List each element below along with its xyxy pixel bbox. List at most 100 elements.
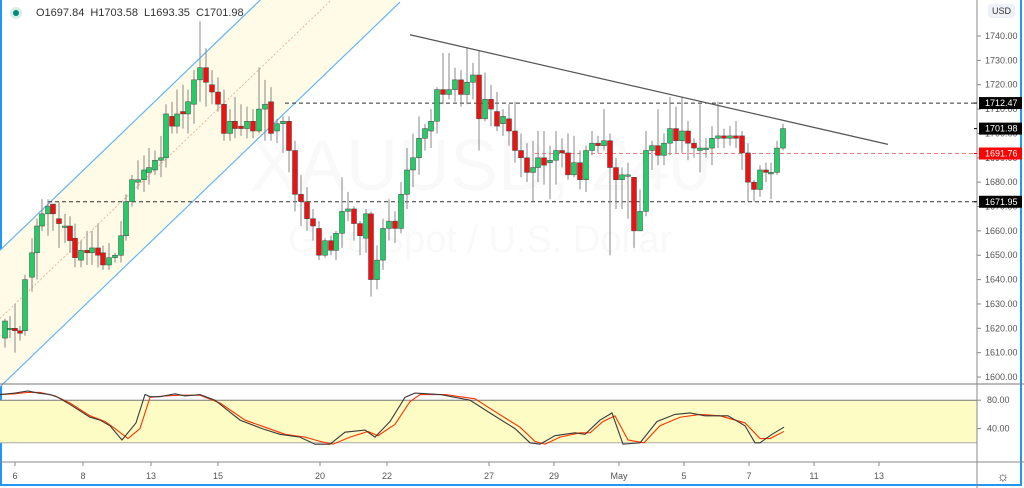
candle[interactable]	[440, 53, 446, 105]
candle[interactable]	[768, 162, 774, 200]
candle[interactable]	[374, 245, 380, 290]
candle[interactable]	[316, 221, 322, 261]
stochastic-pane[interactable]	[0, 383, 1024, 445]
candle[interactable]	[518, 133, 524, 178]
candle[interactable]	[250, 109, 256, 139]
candle[interactable]	[203, 48, 209, 107]
candle[interactable]	[209, 70, 215, 105]
candle[interactable]	[494, 92, 500, 132]
candle[interactable]	[774, 140, 780, 175]
candle[interactable]	[530, 140, 536, 202]
candle[interactable]	[286, 116, 292, 173]
candle[interactable]	[691, 138, 697, 158]
candle[interactable]	[238, 104, 244, 136]
candle[interactable]	[67, 216, 73, 253]
candle[interactable]	[601, 109, 607, 151]
candle[interactable]	[661, 133, 667, 166]
candle[interactable]	[244, 106, 250, 139]
candle[interactable]	[553, 131, 559, 185]
candle[interactable]	[643, 131, 649, 217]
candle[interactable]	[631, 177, 637, 248]
channel-lower-line[interactable]	[0, 1, 401, 388]
candle[interactable]	[280, 116, 286, 153]
candle[interactable]	[380, 218, 386, 270]
candle[interactable]	[123, 194, 129, 241]
candle[interactable]	[464, 48, 470, 105]
candle[interactable]	[232, 96, 238, 139]
candle[interactable]	[667, 96, 673, 156]
candle[interactable]	[163, 104, 169, 168]
candle[interactable]	[72, 223, 78, 268]
candle[interactable]	[476, 50, 482, 151]
candle[interactable]	[446, 53, 452, 100]
candle[interactable]	[589, 131, 595, 156]
candle[interactable]	[100, 245, 106, 270]
stoch-k-line[interactable]	[0, 390, 785, 445]
candle[interactable]	[50, 203, 56, 231]
candle[interactable]	[524, 143, 530, 183]
candle[interactable]	[221, 89, 227, 141]
candle[interactable]	[146, 148, 152, 185]
candle[interactable]	[398, 182, 404, 234]
candle[interactable]	[39, 199, 45, 231]
candle[interactable]	[404, 148, 410, 209]
candle[interactable]	[298, 174, 304, 227]
candle[interactable]	[559, 138, 565, 168]
candle[interactable]	[112, 252, 118, 263]
candle[interactable]	[745, 143, 751, 202]
candle[interactable]	[547, 145, 553, 200]
candle[interactable]	[12, 303, 18, 353]
candle[interactable]	[333, 230, 339, 261]
candle[interactable]	[625, 162, 631, 219]
candle[interactable]	[715, 101, 721, 149]
candle[interactable]	[357, 221, 363, 256]
candle[interactable]	[191, 70, 197, 124]
candle[interactable]	[78, 240, 84, 268]
candle[interactable]	[345, 191, 351, 222]
candle[interactable]	[535, 131, 541, 183]
candle[interactable]	[197, 21, 203, 102]
candle[interactable]	[256, 67, 262, 134]
candle[interactable]	[512, 101, 518, 163]
candle[interactable]	[679, 96, 685, 153]
candle[interactable]	[733, 121, 739, 149]
candle[interactable]	[268, 87, 274, 141]
candle[interactable]	[141, 155, 147, 192]
candle[interactable]	[709, 126, 715, 166]
candle[interactable]	[34, 218, 40, 280]
trendline[interactable]	[409, 34, 889, 146]
candle[interactable]	[95, 223, 101, 268]
candle[interactable]	[649, 140, 655, 170]
candle[interactable]	[577, 150, 583, 190]
candle[interactable]	[422, 123, 428, 151]
candle[interactable]	[158, 135, 164, 178]
candle[interactable]	[458, 70, 464, 107]
candle[interactable]	[215, 77, 221, 112]
candle[interactable]	[685, 121, 691, 161]
candle[interactable]	[571, 135, 577, 178]
candle[interactable]	[29, 238, 35, 292]
candle[interactable]	[727, 126, 733, 146]
candle[interactable]	[470, 62, 476, 100]
currency-button[interactable]: USD	[988, 4, 1015, 18]
candle[interactable]	[452, 67, 458, 102]
candle[interactable]	[22, 274, 28, 336]
candle[interactable]	[619, 167, 625, 209]
candle[interactable]	[607, 133, 613, 256]
candle[interactable]	[763, 162, 769, 183]
candle[interactable]	[500, 109, 506, 136]
candle[interactable]	[56, 201, 62, 248]
candle[interactable]	[339, 177, 345, 248]
series-dot-icon[interactable]	[10, 7, 22, 19]
candle[interactable]	[304, 187, 310, 231]
candle[interactable]	[106, 243, 112, 270]
candle[interactable]	[428, 109, 434, 149]
candle[interactable]	[703, 138, 709, 158]
candle[interactable]	[118, 221, 124, 263]
candle[interactable]	[506, 104, 512, 146]
candle[interactable]	[595, 135, 601, 153]
candle[interactable]	[721, 128, 727, 149]
candle[interactable]	[351, 206, 357, 241]
stoch-d-line[interactable]	[0, 391, 785, 445]
